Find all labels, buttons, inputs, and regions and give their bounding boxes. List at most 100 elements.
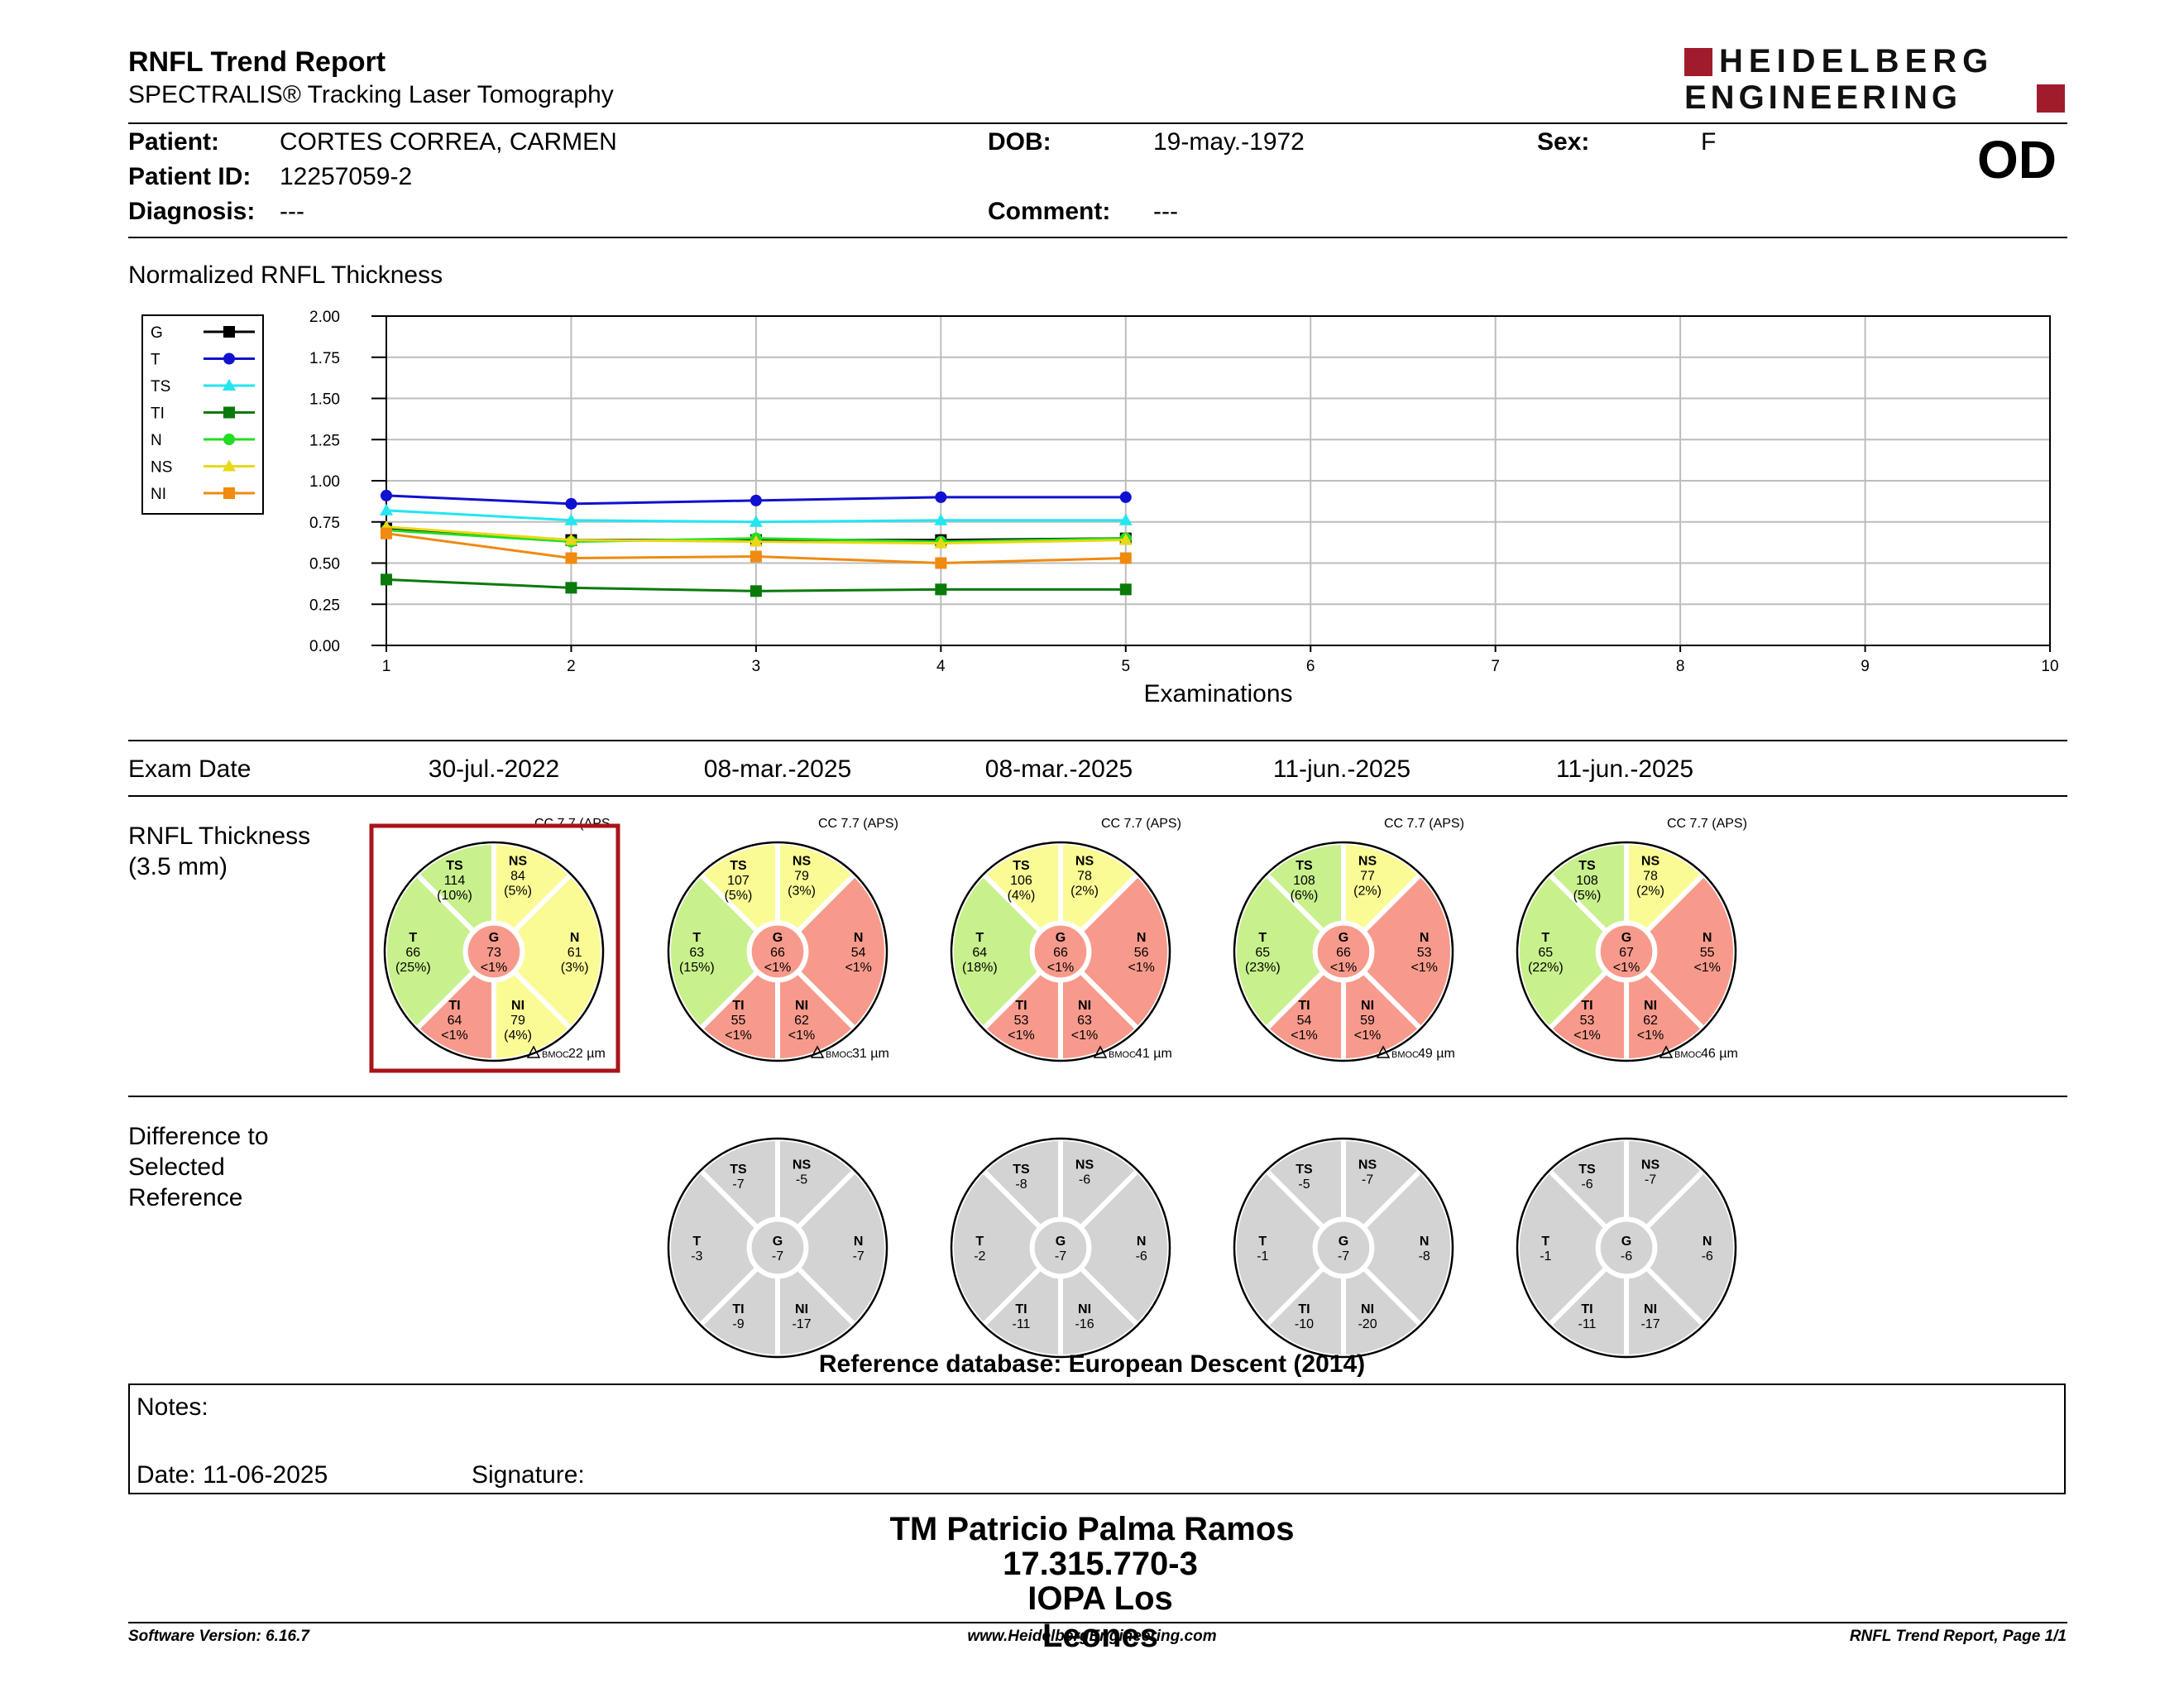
sector-percent-t: (18%) xyxy=(962,961,998,975)
sector-value-ts: -5 xyxy=(1298,1177,1310,1192)
sector-name-n: N xyxy=(854,1235,864,1249)
circle-outline xyxy=(950,841,1171,1062)
sector-value-ns: -6 xyxy=(1079,1173,1090,1187)
sector-name-t: T xyxy=(1541,1235,1549,1249)
website-link[interactable]: www.HeidelbergEngineering.com xyxy=(967,1628,1217,1645)
sector-name-ti: TI xyxy=(1298,1302,1310,1316)
notes-box: Notes: Date: 11-06-2025 Signature: xyxy=(128,1383,2066,1494)
notes-date: Date: 11-06-2025 xyxy=(136,1461,328,1489)
bmoc-label: BMOC xyxy=(1109,1050,1136,1060)
sector-value-n: 53 xyxy=(1417,946,1432,960)
legend-label-ts: TS xyxy=(151,378,170,396)
sector-name-ti: TI xyxy=(1015,999,1027,1013)
data-point-t xyxy=(935,491,947,503)
sector-value-ns: 84 xyxy=(510,870,525,884)
sector-name-ni: NI xyxy=(795,1302,808,1316)
patient-label: Patient: xyxy=(128,128,220,156)
data-point-ns xyxy=(749,535,763,547)
data-point-ni xyxy=(381,527,392,539)
y-tick-label: 0.75 xyxy=(309,515,340,532)
delta-icon xyxy=(1659,1045,1674,1058)
sector-name-g: G xyxy=(773,931,783,945)
sector-name-ns: NS xyxy=(1641,855,1660,869)
sector-name-ns: NS xyxy=(509,855,528,869)
difference-circles: TS-7NS-5T-3N-7TI-9NI-17G-7TS-8NS-6T-2N-6… xyxy=(666,1135,1739,1360)
sector-name-ts: TS xyxy=(1013,1163,1030,1177)
sector-name-n: N xyxy=(1420,931,1430,945)
sector-name-g: G xyxy=(1339,931,1348,945)
sector-value-g: 67 xyxy=(1619,946,1634,960)
series-t xyxy=(381,489,1132,510)
sector-name-n: N xyxy=(1137,931,1147,945)
logo-square-icon xyxy=(2037,84,2065,113)
sector-value-ni: 79 xyxy=(510,1014,525,1028)
sector-name-t: T xyxy=(975,1235,984,1249)
sector-percent-ts: (10%) xyxy=(437,889,472,903)
patient-divider xyxy=(128,237,2067,238)
x-tick-label: 4 xyxy=(936,658,946,675)
sector-value-n: -6 xyxy=(1136,1249,1147,1264)
signer-name: TM Patricio Palma Ramos xyxy=(889,1511,1295,1547)
legend-label-ns: NS xyxy=(151,459,172,477)
chart-title: Normalized RNFL Thickness xyxy=(128,261,443,289)
x-tick-label: 6 xyxy=(1306,658,1315,675)
sector-value-ns: 78 xyxy=(1077,870,1092,884)
sector-percent-n: <1% xyxy=(1693,961,1720,975)
sector-value-ts: 114 xyxy=(444,874,466,888)
sector-value-g: 66 xyxy=(770,946,785,960)
sector-value-ni: -17 xyxy=(1640,1317,1660,1331)
data-point-ts xyxy=(934,513,948,525)
data-point-ns xyxy=(1118,533,1133,545)
sector-percent-t: (25%) xyxy=(395,961,431,975)
data-point-ni xyxy=(935,557,947,569)
sector-value-t: 63 xyxy=(689,946,704,960)
sector-name-g: G xyxy=(1621,931,1631,945)
data-point-ti xyxy=(565,582,577,594)
y-tick-label: 1.50 xyxy=(309,391,340,409)
x-tick-label: 3 xyxy=(752,658,761,675)
sector-value-ti: 53 xyxy=(1580,1014,1595,1028)
sector-value-ts: -8 xyxy=(1015,1177,1027,1192)
x-tick-label: 1 xyxy=(382,658,391,675)
sector-name-t: T xyxy=(692,931,701,945)
sector-name-ts: TS xyxy=(1296,859,1313,873)
y-tick-label: 2.00 xyxy=(309,309,340,326)
chart-legend xyxy=(141,314,264,515)
software-version: Software Version: 6.16.7 xyxy=(128,1628,309,1645)
sector-name-n: N xyxy=(570,931,580,945)
patient-name: CORTES CORREA, CARMEN xyxy=(280,128,617,156)
series-ti xyxy=(381,573,1132,597)
sector-value-g: -7 xyxy=(1055,1249,1066,1264)
sector-percent-ns: (2%) xyxy=(1636,885,1664,899)
sector-percent-n: <1% xyxy=(1410,961,1437,975)
bmoc-label: BMOC xyxy=(826,1050,853,1060)
sector-value-ns: -7 xyxy=(1362,1173,1373,1187)
sector-percent-ts: (5%) xyxy=(725,889,753,903)
sector-name-ti: TI xyxy=(1581,1302,1592,1316)
legend-marker-ni xyxy=(223,487,235,499)
sector-name-ns: NS xyxy=(1358,1158,1377,1172)
y-tick-label: 0.50 xyxy=(309,556,340,573)
sector-name-n: N xyxy=(1703,1235,1712,1249)
sector-name-g: G xyxy=(1621,1235,1631,1249)
sector-g xyxy=(1312,920,1375,983)
sector-name-g: G xyxy=(1056,1235,1066,1249)
sector-name-ns: NS xyxy=(793,855,812,869)
sector-value-ns: -5 xyxy=(796,1173,807,1187)
sector-percent-t: (22%) xyxy=(1528,961,1564,975)
sector-value-ti: -10 xyxy=(1295,1317,1314,1331)
sector-name-g: G xyxy=(1056,931,1066,945)
circle-outline xyxy=(667,1137,888,1359)
sector-name-ni: NI xyxy=(1361,1302,1374,1316)
sector-name-t: T xyxy=(692,1235,701,1249)
sector-value-n: 61 xyxy=(568,946,582,960)
sector-name-n: N xyxy=(1420,1235,1430,1249)
sector-value-ni: -16 xyxy=(1075,1317,1094,1331)
diagnosis-value: --- xyxy=(280,198,304,225)
sector-name-n: N xyxy=(854,931,864,945)
sector-name-ns: NS xyxy=(1641,1158,1660,1172)
sector-value-n: 55 xyxy=(1700,946,1715,960)
series-ns xyxy=(380,520,1133,549)
data-point-ts xyxy=(749,515,763,527)
bmoc-value: 41 µm xyxy=(1135,1047,1172,1061)
